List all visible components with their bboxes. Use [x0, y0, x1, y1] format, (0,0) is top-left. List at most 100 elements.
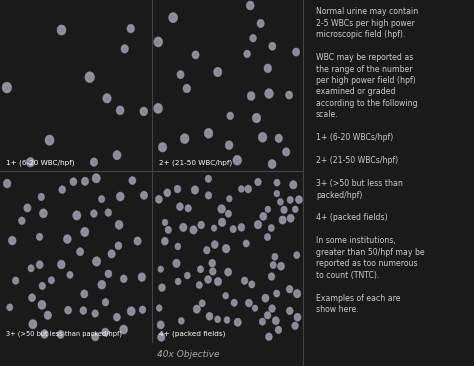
Circle shape: [165, 226, 172, 234]
Text: 3+ (>50 but less than packed/hpf): 3+ (>50 but less than packed/hpf): [6, 330, 122, 337]
Circle shape: [225, 210, 232, 217]
Circle shape: [98, 280, 106, 289]
Circle shape: [277, 199, 283, 205]
Circle shape: [230, 225, 237, 233]
Circle shape: [161, 237, 168, 245]
Circle shape: [158, 266, 164, 272]
Circle shape: [268, 160, 276, 169]
Circle shape: [293, 290, 301, 298]
Circle shape: [211, 240, 218, 249]
Circle shape: [116, 106, 124, 115]
Circle shape: [223, 292, 228, 299]
Circle shape: [29, 320, 37, 329]
Circle shape: [274, 190, 280, 197]
Circle shape: [183, 84, 191, 93]
Circle shape: [205, 175, 211, 182]
Circle shape: [258, 132, 267, 142]
Circle shape: [257, 19, 264, 27]
Circle shape: [247, 92, 255, 100]
Circle shape: [215, 316, 221, 323]
Circle shape: [294, 251, 300, 259]
Circle shape: [80, 307, 87, 314]
Circle shape: [44, 311, 52, 320]
Circle shape: [91, 333, 99, 341]
Circle shape: [7, 304, 13, 311]
Circle shape: [101, 328, 109, 336]
Circle shape: [210, 268, 216, 275]
Circle shape: [85, 72, 94, 83]
Circle shape: [64, 306, 72, 314]
Circle shape: [275, 134, 283, 142]
Circle shape: [45, 135, 54, 145]
Circle shape: [129, 176, 136, 184]
Text: 40x Objective: 40x Objective: [157, 350, 219, 359]
Circle shape: [260, 212, 267, 220]
Circle shape: [120, 275, 127, 283]
Circle shape: [238, 223, 245, 231]
Circle shape: [262, 294, 269, 302]
Circle shape: [269, 305, 275, 312]
Circle shape: [82, 177, 89, 186]
Circle shape: [295, 196, 302, 203]
Circle shape: [241, 277, 248, 284]
Circle shape: [277, 262, 284, 270]
Circle shape: [41, 330, 48, 339]
Circle shape: [121, 45, 128, 53]
Circle shape: [231, 299, 237, 306]
Circle shape: [283, 148, 290, 156]
Circle shape: [292, 206, 298, 213]
Circle shape: [3, 179, 11, 188]
Circle shape: [164, 189, 171, 197]
Circle shape: [252, 305, 258, 311]
Circle shape: [244, 50, 250, 58]
Circle shape: [225, 268, 232, 276]
Circle shape: [28, 265, 34, 272]
Circle shape: [222, 244, 230, 253]
Circle shape: [92, 257, 101, 266]
Circle shape: [77, 248, 84, 256]
Circle shape: [162, 219, 168, 226]
Circle shape: [48, 277, 55, 284]
Circle shape: [99, 195, 105, 203]
Circle shape: [92, 310, 99, 317]
Circle shape: [264, 64, 272, 73]
Circle shape: [140, 191, 147, 199]
Circle shape: [214, 277, 222, 286]
Circle shape: [281, 206, 287, 214]
Circle shape: [259, 318, 265, 325]
Circle shape: [246, 299, 252, 307]
Circle shape: [192, 51, 199, 59]
Text: 2+ (21-50 WBC/hpf): 2+ (21-50 WBC/hpf): [159, 160, 232, 166]
Circle shape: [105, 209, 111, 216]
Circle shape: [292, 48, 300, 56]
Circle shape: [57, 330, 64, 339]
Circle shape: [196, 281, 202, 288]
Circle shape: [57, 260, 65, 269]
Circle shape: [214, 67, 222, 77]
Circle shape: [238, 186, 244, 192]
Circle shape: [180, 134, 189, 143]
Circle shape: [197, 266, 204, 273]
Circle shape: [211, 225, 217, 231]
Circle shape: [255, 178, 261, 186]
Circle shape: [185, 205, 191, 212]
Circle shape: [64, 235, 71, 243]
Circle shape: [245, 185, 252, 193]
Circle shape: [180, 223, 187, 232]
Circle shape: [218, 205, 226, 213]
Circle shape: [113, 150, 121, 160]
Circle shape: [173, 259, 180, 268]
Circle shape: [36, 233, 43, 240]
Circle shape: [59, 186, 65, 194]
Circle shape: [18, 217, 25, 225]
Circle shape: [70, 178, 77, 186]
Circle shape: [219, 218, 226, 227]
Circle shape: [26, 157, 35, 167]
Circle shape: [269, 42, 276, 50]
Circle shape: [265, 206, 271, 213]
Circle shape: [9, 236, 16, 245]
Circle shape: [274, 179, 280, 186]
Circle shape: [205, 192, 212, 199]
Circle shape: [115, 242, 122, 250]
Circle shape: [279, 216, 286, 224]
